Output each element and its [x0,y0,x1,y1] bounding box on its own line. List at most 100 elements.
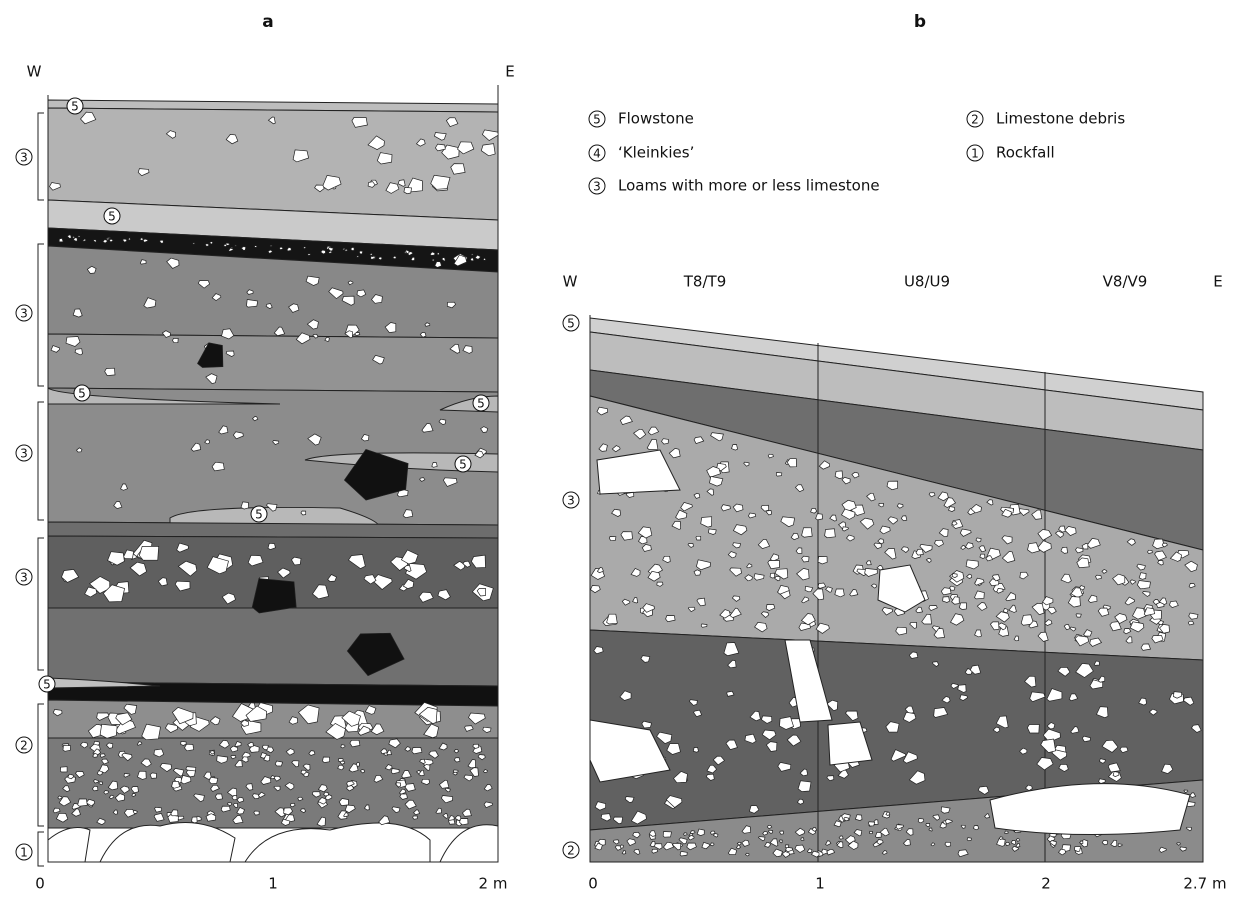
stone [78,799,88,806]
stone [680,851,687,856]
stone [701,624,707,627]
layer-label: 3 [20,447,28,461]
stone [133,810,137,813]
stone [943,597,950,603]
stone [855,815,862,821]
layer-label: 3 [593,180,601,194]
stone [404,187,412,193]
layer-label: 5 [567,317,575,331]
stone [181,741,186,745]
stone [432,462,437,467]
stone [132,794,136,797]
layer-label: 5 [459,458,467,472]
stone [780,831,784,834]
stone [732,445,738,451]
stone [303,247,306,249]
legend-text: Rockfall [996,144,1055,162]
scale-label: 2 m [479,875,508,893]
stone [691,831,696,834]
stone [609,537,616,541]
stone [140,238,143,241]
stone [192,817,198,823]
stone [1076,614,1081,617]
direction-label: W [27,63,42,81]
stone [1148,550,1153,553]
stone [460,819,469,825]
stone [172,781,180,788]
scale-label: 2 [1041,875,1051,893]
legend-text: Loams with more or less limestone [618,177,880,195]
stone [105,368,115,375]
stone [1080,841,1083,844]
stone [173,338,179,342]
stone [437,253,439,255]
stratigraphy-figure: a b W E W E T8/T9 U8/U9 V8/V9 0 1 2 m 0 … [0,0,1237,905]
layer-label: 1 [971,147,979,161]
stone [275,761,282,766]
stone [684,833,688,836]
stone [798,781,811,792]
stone [323,757,330,763]
stone [1139,573,1146,580]
stone [1188,621,1194,625]
stone [967,838,971,841]
stone [811,508,817,513]
stone [952,574,957,578]
stone [801,838,804,841]
stone [868,822,874,826]
stone [185,744,194,751]
stone [235,245,237,246]
stone [1096,575,1102,579]
scale-label: 0 [588,875,598,893]
stone [451,164,465,175]
panel-label: b [914,12,926,32]
stone [254,246,257,248]
panel-label: a [262,12,273,32]
stone [351,247,354,250]
stone [209,777,218,783]
layer-label: 3 [20,571,28,585]
stone [785,845,789,848]
layer-label: 4 [593,147,601,161]
stone [97,771,102,775]
layer-label: 5 [477,397,485,411]
stone [193,243,195,245]
stone [825,529,836,538]
stone [916,549,923,555]
direction-label: E [1213,273,1222,291]
layer-label: 2 [20,739,28,753]
layer-label: 5 [255,508,263,522]
stone [270,245,272,246]
stone [432,259,434,261]
direction-label: W [563,273,578,291]
stone [941,807,950,813]
stone [252,579,296,614]
stone [866,561,871,565]
stone [470,258,473,261]
stone [483,258,486,260]
stone [377,153,392,164]
layer-label: 5 [71,100,79,114]
layer-label: 5 [108,210,116,224]
stone [770,573,775,578]
panel-a-section [48,85,498,862]
stone [1141,644,1150,651]
stone [1006,842,1010,845]
scale-label: 1 [815,875,825,893]
stone [950,586,955,590]
layer-label: 5 [593,113,601,127]
trench-label: U8/U9 [904,273,950,291]
stone [1137,581,1150,589]
stone [100,724,117,738]
trench-label: T8/T9 [683,273,726,291]
stone [150,773,156,779]
legend-text: ‘Kleinkies’ [618,144,694,162]
scale-label: 0 [35,875,45,893]
stone [205,244,208,247]
stone [139,546,158,560]
stone [1005,831,1009,834]
stone [108,237,110,238]
layer-label: 3 [20,307,28,321]
stone [59,238,63,242]
stone [350,740,360,747]
